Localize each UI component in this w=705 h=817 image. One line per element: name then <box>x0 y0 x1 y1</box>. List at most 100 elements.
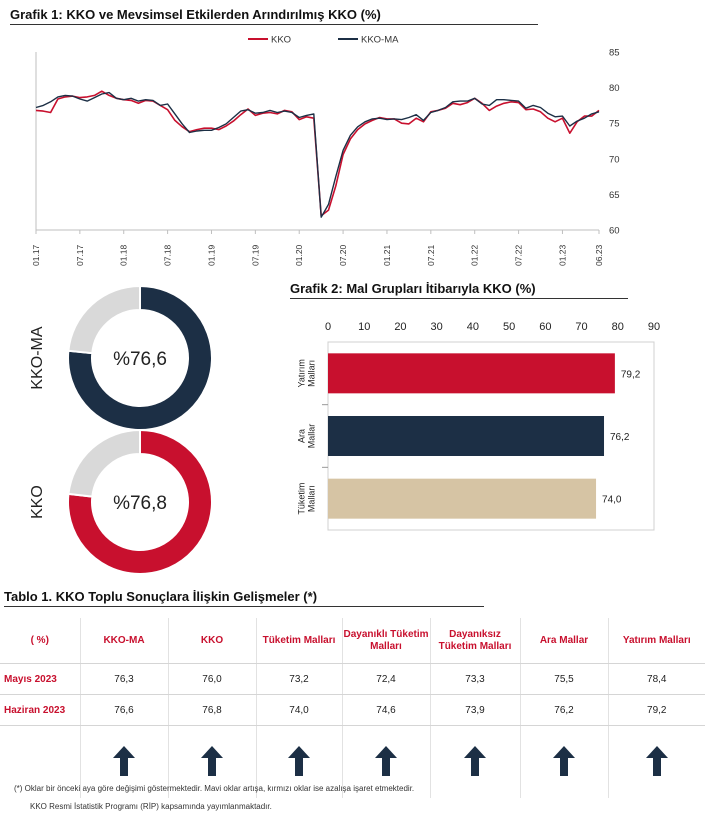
arrow-up-icon <box>464 745 486 776</box>
y-tick-label: 85 <box>609 48 620 59</box>
donut-slice-kko-ma <box>67 284 213 431</box>
table-cell: 76,8 <box>167 694 256 726</box>
x-tick-label: 80 <box>612 321 624 333</box>
donut-center-label: %76,6 <box>113 349 167 370</box>
arrow-up-icon <box>288 745 310 776</box>
table-cell: 76,3 <box>79 663 168 695</box>
x-tick-label: 10 <box>358 321 370 333</box>
table-cell: 74,0 <box>255 694 342 726</box>
donut-slice-rest <box>67 428 141 498</box>
table-cell: 73,3 <box>429 663 520 695</box>
change-arrow-cell <box>519 725 608 798</box>
table-cell: 73,2 <box>255 663 342 695</box>
chart1-series <box>35 90 600 218</box>
table-header: Tüketim Malları <box>255 618 342 664</box>
y-tick-label: 80 <box>609 83 620 94</box>
x-tick-label: 07.21 <box>426 244 436 266</box>
x-tick-label: 20 <box>394 321 406 333</box>
x-tick-label: 60 <box>539 321 551 333</box>
table-header: Dayanıklı Tüketim Malları <box>341 618 430 664</box>
footnote-arrows: (*) Oklar bir önceki aya göre değişimi g… <box>14 784 415 793</box>
bar <box>328 416 605 456</box>
table-cell: 75,5 <box>519 663 608 695</box>
x-tick-label: 07.19 <box>250 244 260 266</box>
table-cell: 74,6 <box>341 694 430 726</box>
table-row: Haziran 2023 76,6 76,8 74,0 74,6 73,9 76… <box>0 694 705 726</box>
bar <box>328 478 597 519</box>
arrow-up-icon <box>553 745 575 776</box>
y-tick-label: 75 <box>609 119 620 130</box>
change-arrow-cell <box>79 725 168 798</box>
table-header: Dayanıksız Tüketim Malları <box>429 618 520 664</box>
table-cell: 76,0 <box>167 663 256 695</box>
change-arrow-cell <box>429 725 520 798</box>
table-header-row: ( %) KKO-MA KKO Tüketim Malları Dayanıkl… <box>0 618 705 664</box>
category-label: TüketimMalları <box>297 483 317 515</box>
y-tick-label: 65 <box>609 190 620 201</box>
row-label: Mayıs 2023 <box>0 663 80 695</box>
x-tick-label: 07.18 <box>163 244 173 266</box>
table-header: ( %) <box>0 618 80 664</box>
x-tick-label: 06.23 <box>594 244 604 266</box>
x-tick-label: 01.20 <box>294 244 304 266</box>
x-tick-label: 90 <box>648 321 660 333</box>
x-tick-label: 50 <box>503 321 515 333</box>
table-header: KKO-MA <box>79 618 168 664</box>
x-tick-label: 01.21 <box>382 244 392 266</box>
x-tick-label: 01.17 <box>31 244 41 266</box>
chart2-title: Grafik 2: Mal Grupları İtibarıyla KKO (%… <box>290 281 536 296</box>
table-header: Ara Mallar <box>519 618 608 664</box>
chart1-line-chart: KKO KKO-MA 60 65 70 75 80 85 01.17 07.17 01.18 07… <box>31 35 620 267</box>
kko-summary-table: ( %) KKO-MA KKO Tüketim Malları Dayanıkl… <box>0 618 705 798</box>
arrow-up-icon <box>113 745 135 776</box>
bar-value-label: 74,0 <box>602 495 622 506</box>
category-label-line: Malları <box>307 360 317 387</box>
x-tick-label: 0 <box>325 321 331 333</box>
chart1-legend: KKO KKO-MA <box>248 35 399 46</box>
donut-charts: %76,6 KKO-MA %76,8 KKO <box>29 284 213 575</box>
x-tick-label: 40 <box>467 321 479 333</box>
table-cell: 73,9 <box>429 694 520 726</box>
x-tick-label: 01.18 <box>119 244 129 266</box>
donut-side-label: KKO <box>29 485 46 519</box>
bar-value-label: 79,2 <box>621 369 641 380</box>
category-label-line: Mallar <box>307 424 317 449</box>
change-arrow-cell <box>255 725 342 798</box>
arrow-up-icon <box>201 745 223 776</box>
chart1-title-rule <box>10 24 538 25</box>
row-label: Haziran 2023 <box>0 694 80 726</box>
legend-label: KKO-MA <box>361 35 399 46</box>
legend-label: KKO <box>271 35 291 46</box>
footnote-rip: KKO Resmi İstatistik Programı (RİP) kaps… <box>30 802 272 811</box>
table-header: Yatırım Malları <box>607 618 705 664</box>
table-row: Mayıs 2023 76,3 76,0 73,2 72,4 73,3 75,5… <box>0 663 705 695</box>
donut-slice-rest <box>67 284 141 355</box>
table-cell: 79,2 <box>607 694 705 726</box>
category-label: AraMallar <box>297 424 317 449</box>
x-tick-label: 07.17 <box>75 244 85 266</box>
category-label-line: Yatırım <box>297 359 307 387</box>
table-cell: 78,4 <box>607 663 705 695</box>
x-tick-label: 70 <box>575 321 587 333</box>
arrow-up-icon <box>375 745 397 776</box>
donut-side-label: KKO-MA <box>29 326 46 389</box>
category-label: YatırımMalları <box>297 359 317 387</box>
chart2-title-rule <box>290 298 628 299</box>
change-arrow-cell <box>607 725 705 798</box>
category-label-line: Tüketim <box>297 483 307 515</box>
x-tick-label: 07.20 <box>338 244 348 266</box>
kko-ma-line <box>35 91 600 218</box>
table-cell: 76,6 <box>79 694 168 726</box>
change-arrow-cell <box>167 725 256 798</box>
table-header: KKO <box>167 618 256 664</box>
chart1-y-axis: 60 65 70 75 80 85 <box>609 48 620 237</box>
table-title-rule <box>4 606 484 607</box>
donut-center-label: %76,8 <box>113 493 167 514</box>
category-label-line: Malları <box>307 485 317 512</box>
table-cell: 72,4 <box>341 663 430 695</box>
chart1-x-axis: 01.17 07.17 01.18 07.18 01.19 07.19 01.20 07.20… <box>31 230 604 266</box>
chart1-frame <box>35 52 599 231</box>
y-tick-label: 60 <box>609 226 620 237</box>
chart2-bar-chart: 0 10 20 30 40 50 60 70 80 9079,2YatırımMalları76,… <box>297 321 660 531</box>
x-tick-label: 01.19 <box>206 244 216 266</box>
